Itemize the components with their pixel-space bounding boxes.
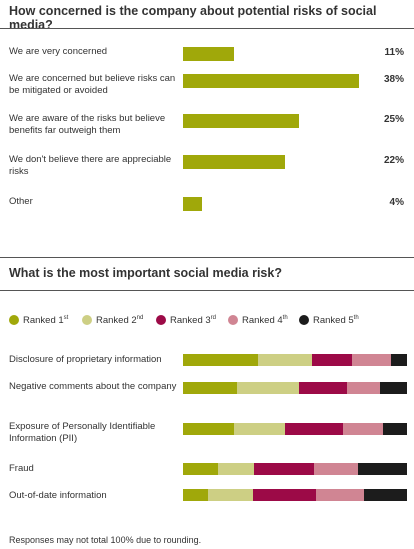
risk-bar-segment [253,463,314,475]
legend-label: Ranked 2nd [96,314,144,326]
risk-bar-segment [258,354,312,366]
risk-bar-segment [207,489,254,501]
risk-bar-segment [234,423,285,435]
footnote: Responses may not total 100% due to roun… [9,535,202,545]
risk-bar-segment [183,382,237,394]
concern-bar [183,197,202,211]
concern-label: We are concerned but believe risks can b… [9,73,176,96]
concern-value-label: 22% [383,155,404,166]
risk-label: Fraud [9,463,34,474]
legend-swatch [9,315,19,325]
concern-bar [183,74,359,88]
risk-label: Negative comments about the company [9,381,177,392]
divider-chart2 [0,290,414,291]
risk-bar-segment [183,423,234,435]
concern-label: We are aware of the risks but believe be… [9,113,166,136]
legend-item: Ranked 1st [9,313,68,327]
risk-bar-segment [236,382,300,394]
risk-bar-segment [358,463,407,475]
risk-bar-segment [364,489,407,501]
concern-value-label: 25% [383,114,404,125]
risk-bar-segment [183,463,219,475]
legend-label: Ranked 3rd [170,314,217,326]
concern-label: We are very concerned [9,46,108,57]
risk-bar-segment [285,423,343,435]
legend-label: Ranked 5th [313,314,359,326]
legend-swatch [156,315,166,325]
legend-label: Ranked 1st [23,314,69,326]
risk-bar-segment [218,463,254,475]
risk-bar-segment [313,463,359,475]
risk-bar-segment [342,423,383,435]
risk-bar-segment [351,354,392,366]
risk-label: Disclosure of proprietary information [9,354,162,365]
risk-bar-segment [316,489,364,501]
legend-item: Ranked 5th [299,313,359,327]
legend-item: Ranked 2nd [82,313,143,327]
risk-bar-segment [299,382,347,394]
risk-bar-segment [391,354,407,366]
legend-swatch [82,315,92,325]
concern-bar [183,47,234,61]
concern-bar [183,114,299,128]
legend-swatch [299,315,309,325]
concern-label: Other [9,196,33,207]
risk-bar-segment [253,489,317,501]
legend-item: Ranked 3rd [156,313,216,327]
divider-middle [0,257,414,258]
chart2-title: What is the most important social media … [9,266,282,280]
risk-bar-segment [346,382,381,394]
risk-bar-segment [183,489,208,501]
risk-bar-segment [183,354,259,366]
risk-label: Out-of-date information [9,490,107,501]
concern-label: We don't believe there are appreciable r… [9,154,172,177]
concern-bar [183,155,285,169]
risk-bar-segment [382,423,407,435]
concern-value-label: 38% [383,74,404,85]
concern-value-label: 11% [384,47,404,58]
legend-label: Ranked 4th [242,314,288,326]
legend-swatch [228,315,238,325]
risk-bar-segment [380,382,407,394]
concern-value-label: 4% [389,197,404,208]
risk-label: Exposure of Personally Identifiable Info… [9,421,156,444]
risk-bar-segment [311,354,352,366]
legend-item: Ranked 4th [228,313,288,327]
divider-top [0,28,414,29]
